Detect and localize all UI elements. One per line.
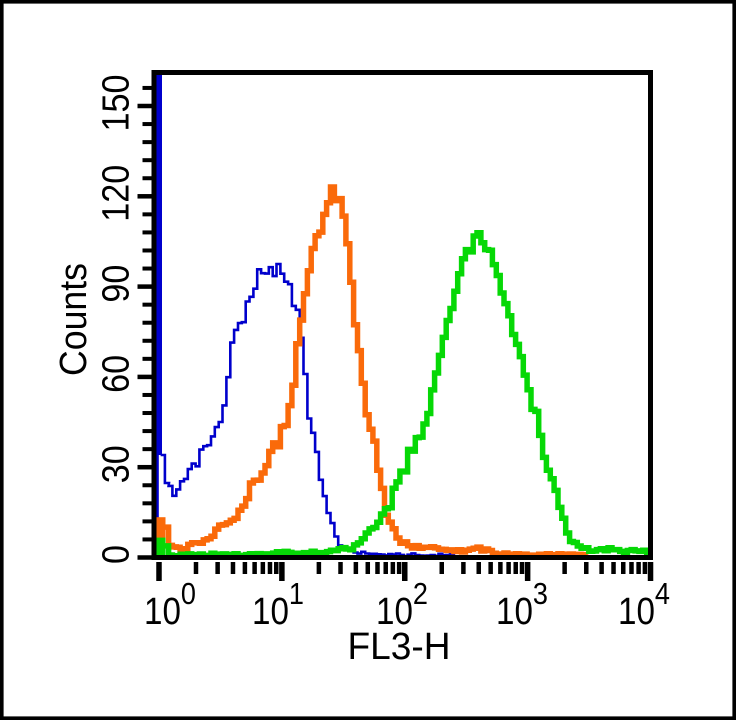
- svg-text:0: 0: [96, 545, 138, 564]
- svg-text:150: 150: [96, 75, 138, 132]
- svg-text:120: 120: [96, 165, 138, 222]
- svg-text:60: 60: [96, 355, 138, 393]
- svg-text:90: 90: [96, 265, 138, 303]
- svg-text:FL3-H: FL3-H: [348, 626, 451, 668]
- svg-text:Counts: Counts: [53, 263, 95, 376]
- svg-text:30: 30: [96, 445, 138, 483]
